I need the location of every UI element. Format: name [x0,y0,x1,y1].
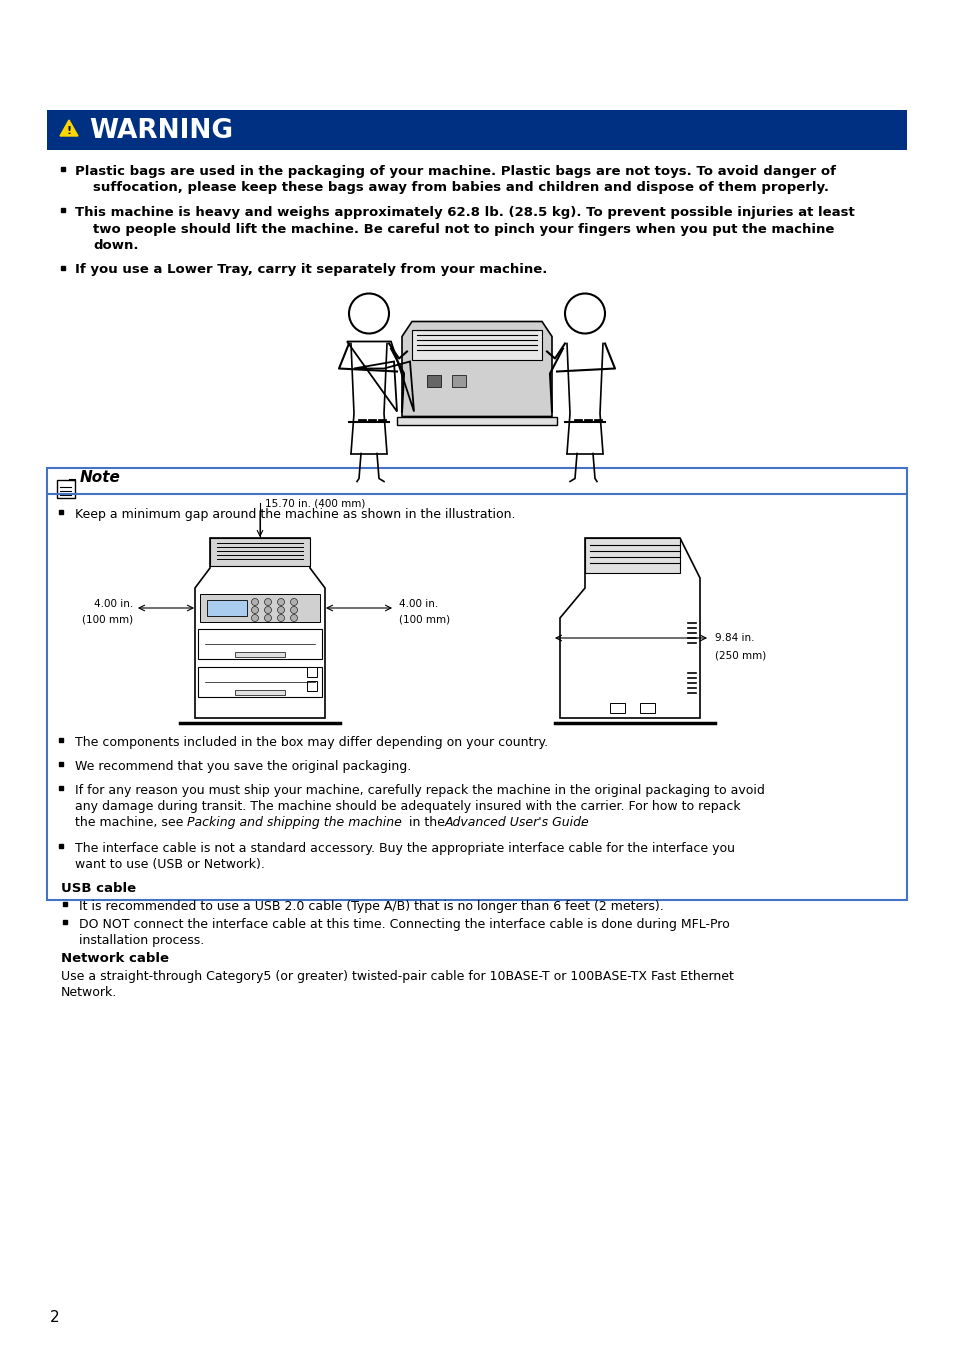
Text: The components included in the box may differ depending on your country.: The components included in the box may d… [75,736,548,749]
Bar [234,690,285,695]
Bar [198,667,322,697]
Bar [639,703,655,713]
Circle shape [264,614,272,621]
Bar [452,374,465,386]
Bar [307,680,316,691]
Bar [47,109,906,150]
Text: Packing and shipping the machine: Packing and shipping the machine [187,815,401,829]
Circle shape [277,598,284,606]
Bar [396,417,557,424]
Text: If for any reason you must ship your machine, carefully repack the machine in th: If for any reason you must ship your mac… [75,784,764,796]
Bar [584,539,679,572]
Text: !: ! [67,126,71,136]
Circle shape [264,606,272,613]
Bar [207,599,247,616]
Circle shape [291,614,297,621]
Text: down.: down. [92,239,138,252]
Text: Network.: Network. [61,986,117,999]
Circle shape [277,614,284,621]
Polygon shape [60,120,78,136]
Circle shape [277,606,284,613]
Text: .: . [579,815,583,829]
Text: USB cable: USB cable [61,882,136,895]
Text: The interface cable is not a standard accessory. Buy the appropriate interface c: The interface cable is not a standard ac… [75,842,734,855]
Text: in the: in the [405,815,449,829]
Text: (250 mm): (250 mm) [714,649,765,660]
Text: WARNING: WARNING [89,117,233,144]
Text: (100 mm): (100 mm) [398,614,450,624]
Text: This machine is heavy and weighs approximately 62.8 lb. (28.5 kg). To prevent po: This machine is heavy and weighs approxi… [75,207,854,219]
Text: any damage during transit. The machine should be adequately insured with the car: any damage during transit. The machine s… [75,801,740,813]
Bar [200,594,319,622]
Text: Use a straight-through Category5 (or greater) twisted-pair cable for 10BASE-T or: Use a straight-through Category5 (or gre… [61,971,733,983]
Text: If you use a Lower Tray, carry it separately from your machine.: If you use a Lower Tray, carry it separa… [75,263,547,277]
Bar [412,329,541,359]
Bar [609,703,624,713]
Bar [57,481,75,498]
Bar [47,468,906,900]
Text: installation process.: installation process. [79,934,204,946]
Bar [198,629,322,659]
Circle shape [252,614,258,621]
Bar [210,539,310,566]
Text: want to use (USB or Network).: want to use (USB or Network). [75,859,265,871]
Circle shape [252,606,258,613]
Text: 15.70 in. (400 mm): 15.70 in. (400 mm) [265,498,365,508]
Text: Keep a minimum gap around the machine as shown in the illustration.: Keep a minimum gap around the machine as… [75,508,515,521]
Text: 4.00 in.: 4.00 in. [93,599,132,609]
Bar [307,667,316,676]
Text: Plastic bags are used in the packaging of your machine. Plastic bags are not toy: Plastic bags are used in the packaging o… [75,165,835,178]
Text: Network cable: Network cable [61,952,169,965]
Circle shape [264,598,272,606]
Bar [234,652,285,657]
Text: the machine, see: the machine, see [75,815,187,829]
Text: DO NOT connect the interface cable at this time. Connecting the interface cable : DO NOT connect the interface cable at th… [79,918,729,932]
Text: It is recommended to use a USB 2.0 cable (Type A/B) that is no longer than 6 fee: It is recommended to use a USB 2.0 cable… [79,900,663,913]
Polygon shape [559,539,700,718]
Circle shape [252,598,258,606]
Polygon shape [401,321,552,417]
Polygon shape [194,539,325,718]
Text: 9.84 in.: 9.84 in. [714,633,754,643]
Text: Note: Note [80,470,121,485]
Text: Advanced User's Guide: Advanced User's Guide [444,815,589,829]
Circle shape [291,598,297,606]
Text: two people should lift the machine. Be careful not to pinch your fingers when yo: two people should lift the machine. Be c… [92,223,834,235]
Circle shape [291,606,297,613]
Text: suffocation, please keep these bags away from babies and children and dispose of: suffocation, please keep these bags away… [92,181,828,194]
Text: 4.00 in.: 4.00 in. [398,599,437,609]
Text: We recommend that you save the original packaging.: We recommend that you save the original … [75,760,411,774]
Text: (100 mm): (100 mm) [82,614,132,624]
Bar [427,374,440,386]
Text: 2: 2 [50,1311,59,1326]
